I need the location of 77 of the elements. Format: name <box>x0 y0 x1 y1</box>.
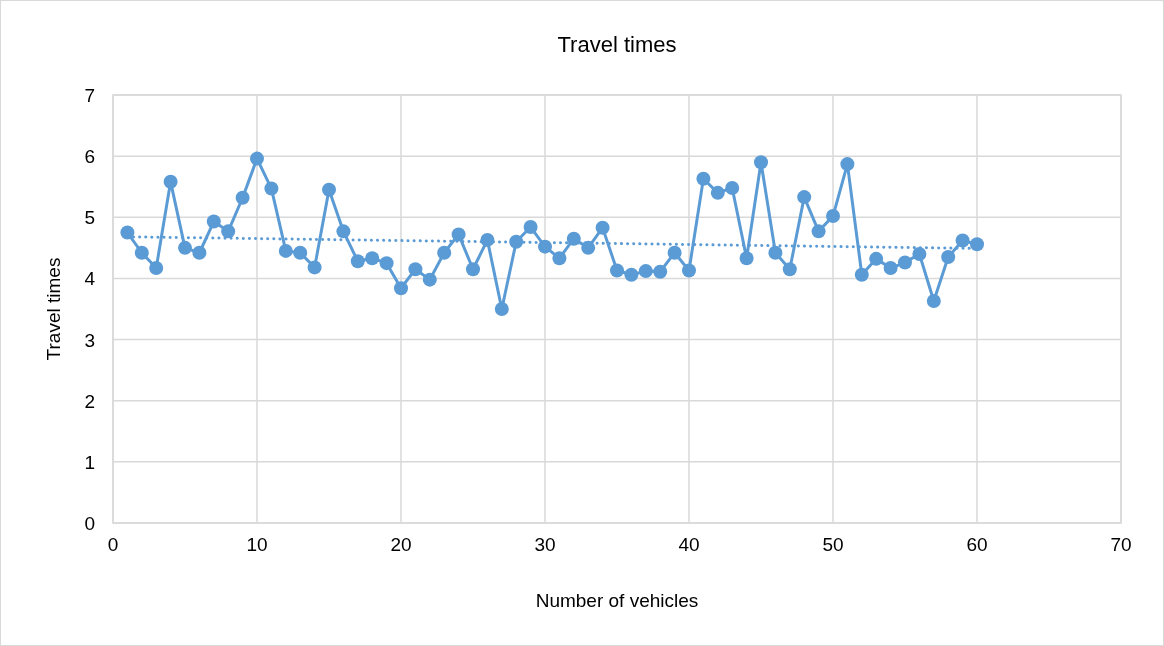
point <box>739 251 754 266</box>
point <box>538 239 552 254</box>
point <box>552 251 567 266</box>
point <box>264 181 279 196</box>
point <box>221 224 236 239</box>
point <box>192 245 207 260</box>
point <box>653 264 668 279</box>
point <box>523 220 538 235</box>
point <box>696 171 711 186</box>
point <box>422 272 437 287</box>
point <box>178 240 192 255</box>
point <box>350 254 365 269</box>
x-tick-label: 0 <box>107 534 119 555</box>
point <box>235 190 250 205</box>
point <box>494 302 509 316</box>
point <box>134 245 149 260</box>
y-tick-label: 7 <box>84 85 95 106</box>
y-axis-title: Travel times <box>43 257 64 361</box>
point <box>408 262 423 277</box>
point <box>394 281 408 296</box>
y-tick-label: 1 <box>84 451 95 473</box>
point <box>970 237 984 252</box>
point <box>782 262 797 277</box>
point <box>797 190 812 205</box>
point <box>754 155 768 170</box>
x-tick-label: 70 <box>1110 534 1132 555</box>
point <box>926 294 941 309</box>
x-tick-label: 40 <box>678 534 700 555</box>
point <box>638 264 653 279</box>
point <box>840 157 855 172</box>
point <box>811 224 826 239</box>
point <box>912 246 927 261</box>
point <box>710 185 725 200</box>
point <box>307 260 322 275</box>
point <box>250 151 264 166</box>
point <box>566 231 581 246</box>
y-tick-label: 5 <box>84 207 95 229</box>
point <box>163 174 178 189</box>
point <box>451 227 466 242</box>
point <box>322 182 336 197</box>
x-tick-label: 50 <box>822 534 844 555</box>
point <box>898 255 912 270</box>
point <box>610 263 624 278</box>
point <box>955 233 970 248</box>
y-tick-label: 2 <box>84 390 95 412</box>
point <box>278 243 293 258</box>
chart-title: Travel times <box>557 32 677 57</box>
point <box>365 251 380 266</box>
point <box>379 256 394 271</box>
x-tick-label: 30 <box>534 534 556 555</box>
x-axis-title: Number of vehicles <box>535 590 699 611</box>
point <box>149 261 164 276</box>
point <box>120 225 135 240</box>
x-tick-label: 60 <box>966 534 988 555</box>
point <box>725 180 740 195</box>
point <box>883 261 898 276</box>
point <box>941 250 956 265</box>
point <box>624 267 639 282</box>
y-tick-label: 6 <box>84 146 95 168</box>
point <box>768 245 783 260</box>
point <box>869 251 884 266</box>
point <box>826 209 840 224</box>
point <box>581 240 596 255</box>
point <box>466 262 480 277</box>
point <box>667 245 682 260</box>
y-tick-label: 0 <box>84 513 95 534</box>
x-tick-label: 10 <box>246 534 268 555</box>
point <box>206 214 221 229</box>
point <box>293 245 308 260</box>
y-tick-label: 3 <box>84 329 95 351</box>
point <box>336 224 351 239</box>
point <box>682 263 696 278</box>
point <box>854 267 869 282</box>
point <box>595 220 610 235</box>
y-tick-label: 4 <box>84 268 96 290</box>
point <box>437 245 452 260</box>
x-tick-label: 20 <box>390 534 412 555</box>
